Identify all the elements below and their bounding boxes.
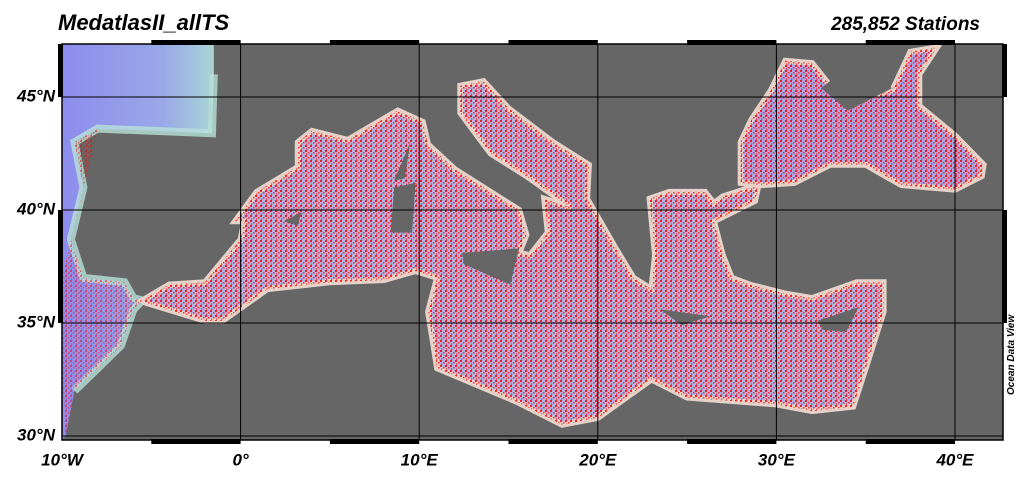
island: [462, 248, 520, 285]
map-title: MedatlasII_allTS: [58, 10, 230, 35]
station-count: 285,852 Stations: [830, 14, 980, 35]
frame-bar: [151, 40, 241, 45]
lat-label: 40°N: [16, 199, 56, 218]
frame-bar: [1002, 210, 1007, 323]
lon-label: 40°E: [935, 450, 974, 469]
lon-label: 20°E: [578, 450, 617, 469]
lon-label: 0°: [232, 450, 248, 469]
frame-bar: [508, 439, 598, 444]
frame-bar: [58, 44, 63, 97]
frame-bar: [329, 40, 420, 45]
watermark: Ocean Data View: [1006, 314, 1017, 395]
frame-bar: [687, 439, 777, 444]
island: [390, 182, 416, 233]
frame-bar: [329, 439, 420, 444]
frame-bar: [1002, 44, 1007, 97]
map-area: [62, 44, 1003, 440]
frame-bar: [151, 439, 241, 444]
island: [394, 142, 411, 181]
lat-label: 45°N: [16, 86, 56, 105]
lon-label: 10°W: [41, 450, 85, 469]
island: [283, 212, 302, 226]
frame-bar: [58, 210, 63, 323]
station-cloud: [740, 47, 984, 190]
station-cloud: [62, 128, 143, 436]
frame-bar: [687, 40, 777, 45]
island: [817, 307, 859, 332]
frame-bar: [508, 40, 598, 45]
crimea: [821, 74, 893, 111]
lon-label: 30°E: [758, 450, 796, 469]
lat-label: 35°N: [17, 312, 56, 331]
frame-bar: [865, 40, 955, 45]
lon-label: 10°E: [401, 450, 439, 469]
lat-label: 30°N: [17, 425, 56, 444]
frame-bar: [865, 439, 955, 444]
island: [660, 309, 711, 326]
